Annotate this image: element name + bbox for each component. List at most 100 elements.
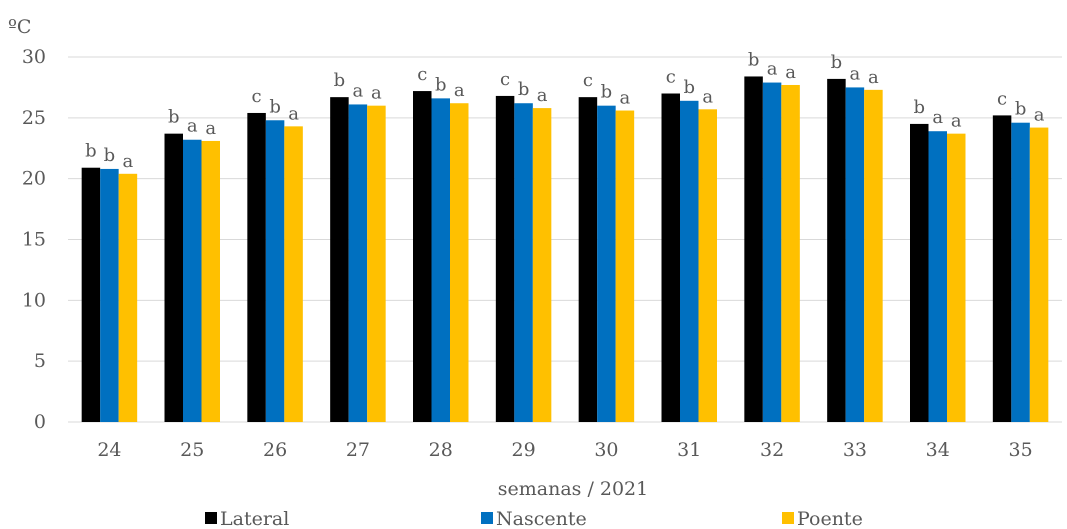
bar-lateral-31 (661, 93, 680, 422)
significance-letter: b (104, 145, 116, 166)
bar-lateral-34 (910, 123, 929, 423)
significance-letter: a (371, 83, 382, 104)
bar-poente-29 (532, 108, 552, 422)
bar-lateral-32 (744, 76, 763, 422)
bar-poente-33 (864, 89, 883, 422)
bar-nascente-26 (265, 120, 285, 423)
bar-lateral-29 (495, 95, 515, 422)
significance-letter: b (518, 79, 530, 100)
gridlines (68, 56, 1062, 423)
legend-label-poente: Poente (797, 508, 863, 529)
bar-nascente-28 (431, 98, 450, 422)
legend-swatch-lateral (205, 512, 217, 524)
significance-letter: b (269, 96, 281, 117)
significance-letter: b (1015, 99, 1027, 120)
bar-poente-26 (284, 126, 303, 422)
significance-letter: b (601, 82, 613, 103)
significance-letter: a (205, 118, 216, 139)
y-tick-label: 20 (22, 168, 46, 190)
significance-letter: a (537, 85, 548, 106)
bar-poente-34 (947, 133, 966, 422)
bar-poente-24 (118, 173, 138, 422)
significance-letter: c (997, 88, 1007, 109)
bar-lateral-26 (247, 112, 266, 422)
significance-letter: a (767, 59, 778, 80)
significance-letter: b (748, 49, 760, 70)
bar-poente-31 (698, 109, 717, 423)
bar-lateral-25 (164, 133, 183, 422)
significance-letters: b b ab a ac b ab a ac b ac b acb ac b ab a a ba ab a ac b a (85, 49, 1045, 171)
bar-nascente-35 (1011, 122, 1030, 422)
x-tick-label: 24 (97, 439, 121, 461)
significance-letter: a (868, 67, 879, 88)
significance-letter: a (785, 62, 796, 83)
significance-letter: a (123, 151, 134, 172)
significance-letter: a (932, 107, 943, 128)
bar-poente-27 (367, 105, 386, 423)
x-tick-label: 27 (346, 439, 370, 461)
y-tick-label: 5 (34, 350, 46, 372)
x-tick-label: 26 (263, 439, 287, 461)
bar-nascente-34 (928, 131, 947, 422)
significance-letter: b (85, 141, 97, 162)
bar-lateral-24 (81, 167, 101, 422)
bar-nascente-33 (845, 87, 865, 423)
x-tick-label: 29 (511, 439, 535, 461)
significance-letter: a (951, 111, 962, 132)
bars (81, 76, 1049, 423)
x-tick-label: 35 (1008, 439, 1032, 461)
legend: Lateral Nascente Poente (205, 508, 863, 529)
x-tick-label: 30 (594, 439, 618, 461)
y-axis-ticks: 0 5 10 15 20 25 30 (22, 46, 46, 433)
bar-nascente-31 (680, 100, 699, 423)
bar-poente-30 (615, 110, 635, 423)
bar-lateral-27 (330, 97, 349, 423)
y-tick-label: 10 (22, 289, 46, 311)
x-tick-label: 33 (843, 439, 867, 461)
bar-lateral-30 (578, 97, 598, 423)
x-tick-label: 34 (926, 439, 950, 461)
significance-letter: a (288, 103, 299, 124)
x-tick-label: 32 (760, 439, 784, 461)
significance-letter: a (1034, 105, 1045, 126)
y-tick-label: 0 (34, 411, 46, 433)
bar-nascente-29 (514, 103, 533, 422)
bar-lateral-35 (992, 115, 1012, 423)
significance-letter: a (187, 116, 198, 137)
bar-poente-32 (781, 84, 800, 422)
significance-letter: c (500, 69, 510, 90)
significance-letter: a (702, 86, 713, 107)
significance-letter: a (620, 88, 631, 109)
significance-letter: b (334, 70, 346, 91)
legend-swatch-nascente (481, 512, 493, 524)
significance-letter: b (913, 97, 925, 118)
significance-letter: c (666, 67, 676, 88)
significance-letter: b (435, 74, 447, 95)
bar-poente-25 (201, 140, 220, 422)
x-tick-label: 31 (677, 439, 701, 461)
significance-letter: c (417, 64, 427, 85)
significance-letter: b (831, 52, 843, 73)
y-axis-unit-label: ºC (8, 16, 31, 38)
significance-letter: c (583, 70, 593, 91)
y-tick-label: 25 (22, 107, 46, 129)
bar-nascente-25 (183, 139, 202, 422)
bar-lateral-33 (827, 78, 846, 423)
significance-letter: a (850, 63, 861, 84)
significance-letter: c (252, 86, 262, 107)
x-tick-label: 28 (429, 439, 453, 461)
significance-letter: a (454, 80, 465, 101)
bar-nascente-32 (762, 82, 782, 423)
legend-label-nascente: Nascente (496, 508, 587, 529)
x-axis-label: semanas / 2021 (498, 478, 649, 500)
y-tick-label: 30 (22, 46, 46, 68)
significance-letter: b (168, 107, 180, 128)
x-tick-label: 25 (180, 439, 204, 461)
x-axis-ticks: 24 25 26 27 28 29 30 31 32 33 34 35 (97, 439, 1032, 461)
bar-poente-28 (450, 103, 469, 422)
bar-nascente-30 (597, 105, 616, 423)
bar-nascente-24 (100, 168, 119, 422)
bar-nascente-27 (348, 104, 368, 422)
bar-lateral-28 (413, 91, 432, 423)
